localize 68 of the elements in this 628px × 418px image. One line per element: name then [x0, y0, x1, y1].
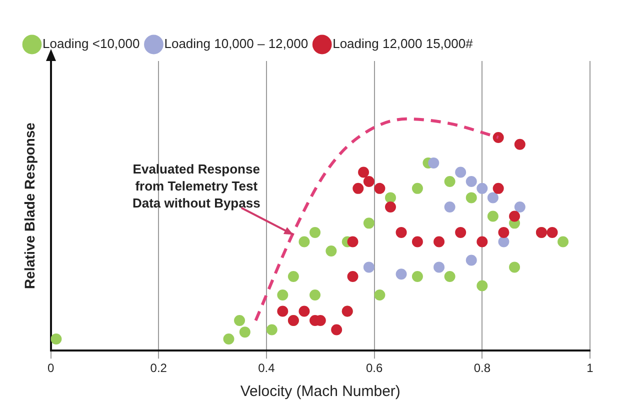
point [476, 236, 488, 248]
x-axis-title: Velocity (Mach Number) [240, 383, 400, 400]
point [384, 192, 396, 204]
point [396, 226, 407, 238]
point [347, 236, 358, 248]
point [514, 138, 526, 150]
x-tick-label: 0.4 [258, 361, 276, 376]
y-axis-title: Relative Blade Response [21, 122, 38, 290]
legend-label: Loading 10,000 – 12,000 [164, 36, 308, 52]
point [396, 268, 407, 280]
point [455, 226, 466, 238]
point [234, 314, 246, 326]
point [352, 182, 364, 194]
point [223, 334, 234, 345]
point [546, 226, 558, 238]
point [466, 176, 477, 187]
point [509, 210, 520, 222]
point [374, 289, 386, 300]
point [310, 226, 321, 238]
x-tick-label: 0 [47, 361, 54, 376]
point [298, 236, 310, 248]
x-tick-label: 0.2 [150, 361, 168, 376]
point [434, 236, 445, 248]
point [50, 334, 62, 345]
point [347, 270, 358, 282]
point [298, 306, 310, 317]
point [476, 182, 488, 194]
point [331, 324, 342, 336]
point [363, 262, 374, 273]
point [412, 182, 423, 194]
annotation: Evaluated Response from Telemetry Test Data without Bypass [132, 161, 260, 210]
point [492, 182, 504, 194]
point [514, 201, 526, 212]
point [384, 201, 396, 212]
point [363, 176, 374, 187]
point [428, 157, 440, 168]
point [558, 236, 569, 248]
point [487, 192, 498, 204]
point [326, 245, 337, 256]
point [266, 324, 278, 336]
point [358, 166, 370, 178]
point [444, 176, 456, 187]
point [498, 236, 510, 248]
point [487, 210, 498, 222]
point [466, 192, 477, 204]
point [288, 270, 299, 282]
point [277, 289, 288, 300]
x-tick-label: 1 [586, 361, 594, 376]
point [455, 166, 466, 178]
point [476, 280, 488, 292]
point [363, 218, 374, 229]
point [412, 236, 423, 248]
legend-label: Loading <10,000 [42, 36, 140, 52]
point [412, 270, 423, 282]
legend-label: Loading 12,000 15,000# [332, 36, 474, 52]
point [444, 270, 456, 282]
point [239, 326, 250, 338]
point [374, 182, 386, 194]
point [466, 254, 477, 266]
point [310, 289, 321, 300]
point [434, 262, 445, 273]
x-tick-label: 0.8 [474, 361, 491, 376]
point [498, 226, 510, 238]
x-tick-label: 0.6 [366, 361, 383, 376]
point [277, 306, 288, 317]
point [492, 132, 504, 143]
point [444, 201, 456, 212]
point [509, 262, 520, 273]
